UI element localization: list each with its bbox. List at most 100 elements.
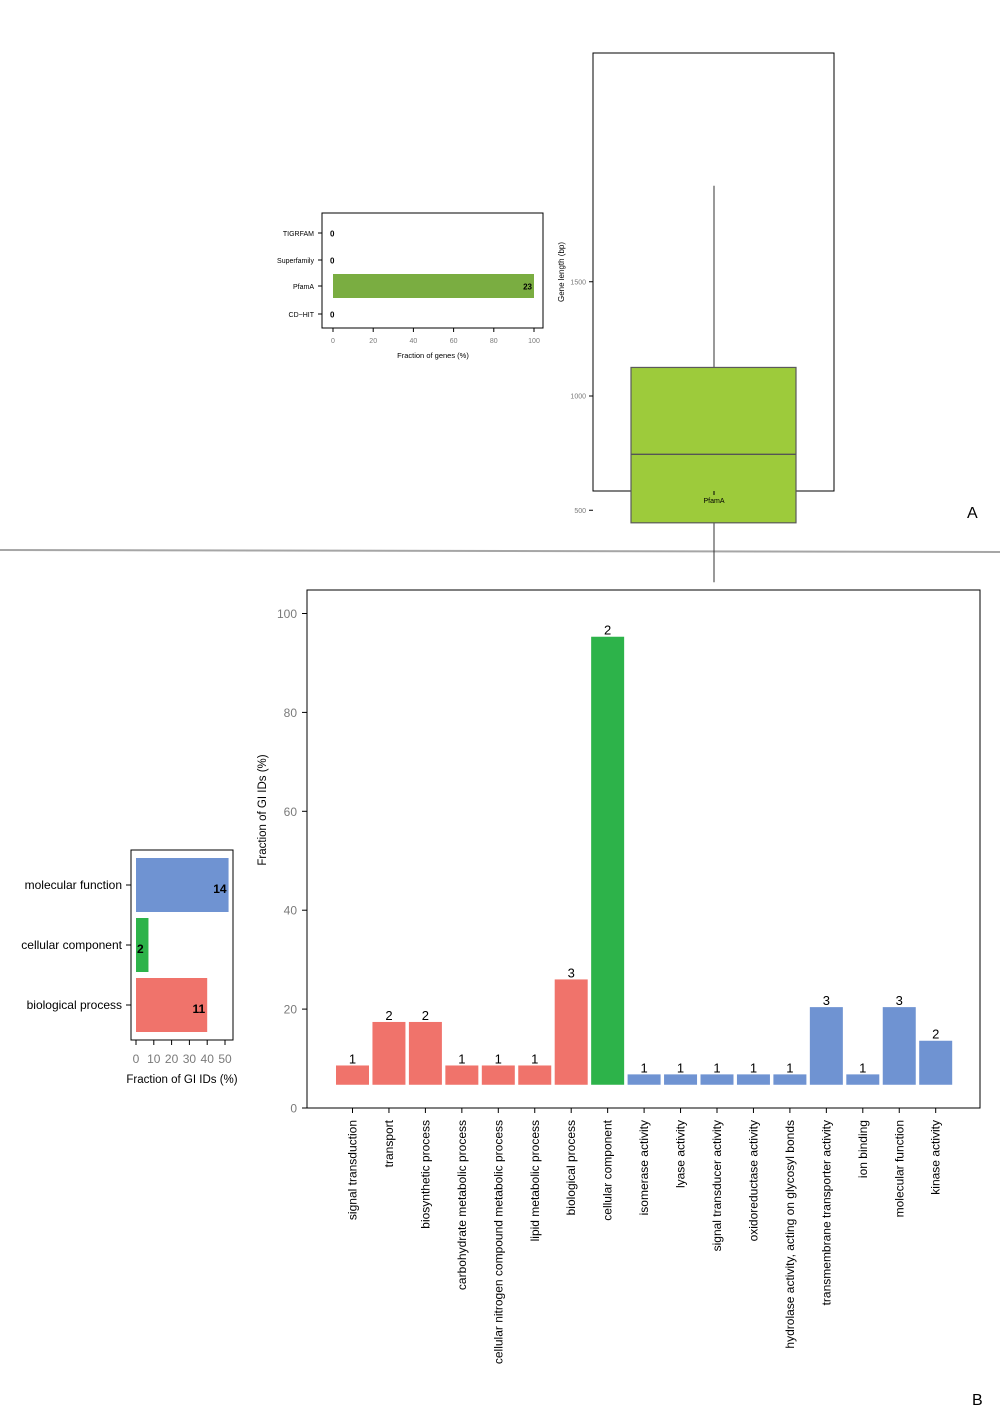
y-tick-label: 80: [284, 706, 298, 720]
data-label: 0: [330, 311, 335, 320]
data-label: 1: [495, 1051, 502, 1066]
chart-go-categories: 14 2 11 molecular function cellular compone…: [21, 849, 238, 1086]
panel-divider: [0, 549, 1000, 553]
x-tick-label: carbohydrate metabolic process: [455, 1120, 469, 1290]
chart-gene-length: 500 1000 1500 Gene length (bp) PfamA: [557, 52, 835, 583]
x-tick-label: isomerase activity: [637, 1120, 651, 1215]
x-tick-label: 80: [490, 338, 498, 345]
y-axis-label: Fraction of GI IDs (%): [257, 754, 269, 865]
data-label: 23: [523, 283, 532, 292]
data-label: 1: [531, 1051, 538, 1066]
x-tick-label: 60: [450, 338, 458, 345]
x-tick-label: hydrolase activity, acting on glycosyl b…: [783, 1120, 797, 1349]
x-tick-label: lyase activity: [674, 1120, 688, 1188]
bar: [627, 1074, 661, 1085]
x-tick-label: ion binding: [856, 1120, 870, 1178]
data-label: 3: [823, 993, 830, 1008]
plot-frame: [321, 212, 544, 329]
x-tick-label: cellular nitrogen compound metabolic pro…: [491, 1120, 505, 1364]
y-tick-label: CD−HIT: [289, 312, 315, 319]
data-label: 1: [786, 1060, 793, 1075]
data-label: 1: [458, 1051, 465, 1066]
bar: [919, 1040, 953, 1085]
y-tick-label: molecular function: [25, 878, 122, 892]
x-tick-label: signal transducer activity: [710, 1120, 724, 1251]
x-tick-label: biological process: [564, 1120, 578, 1215]
x-tick-label: oxidoreductase activity: [746, 1120, 760, 1241]
x-tick-label: 20: [165, 1052, 179, 1066]
data-label: 2: [932, 1027, 939, 1042]
y-tick-label: PfamA: [293, 284, 314, 291]
bar: [554, 979, 588, 1085]
x-tick-label: 30: [183, 1052, 197, 1066]
data-label: 0: [330, 230, 335, 239]
x-tick-label: biosynthetic process: [418, 1120, 432, 1229]
y-tick-label: 40: [284, 904, 298, 918]
y-axis-label: Gene length (bp): [557, 242, 566, 302]
x-tick-label: signal transduction: [346, 1120, 360, 1220]
x-tick-label: molecular function: [892, 1120, 906, 1217]
x-tick-label: cellular component: [601, 1119, 615, 1220]
y-tick-label: biological process: [27, 998, 122, 1012]
data-label: 1: [750, 1060, 757, 1075]
y-tick-label: TIGRFAM: [283, 231, 314, 238]
x-tick-label: transmembrane transporter activity: [819, 1120, 833, 1305]
x-axis-label: Fraction of genes (%): [397, 351, 469, 360]
data-label: 2: [604, 623, 611, 638]
data-label: 2: [422, 1008, 429, 1023]
bar: [136, 978, 208, 1032]
panel-label-a: A: [967, 505, 978, 522]
x-tick-label: PfamA: [703, 498, 724, 505]
bar: [882, 1007, 916, 1085]
x-tick-label: 20: [369, 338, 377, 345]
bar: [336, 1065, 369, 1085]
bar: [591, 636, 625, 1085]
bar: [445, 1065, 479, 1085]
bar: [518, 1065, 552, 1085]
y-tick-label: 1000: [570, 394, 586, 401]
bar: [372, 1021, 406, 1085]
data-label: 1: [349, 1051, 356, 1066]
bar: [700, 1074, 734, 1085]
chart-db-hits: 0 0 23 0 TIGRFAM Superfamily PfamA CD−HIT 0 20 4…: [277, 212, 544, 360]
panel-label-b: B: [972, 1392, 983, 1409]
x-tick-label: lipid metabolic process: [528, 1120, 542, 1241]
x-tick-label: 0: [133, 1052, 140, 1066]
x-tick-label: transport: [382, 1119, 396, 1167]
bar: [809, 1007, 843, 1085]
plot-frame: [306, 589, 981, 1109]
x-tick-label: kinase activity: [929, 1120, 943, 1195]
y-tick-label: 100: [277, 607, 297, 621]
x-tick-label: 0: [331, 338, 335, 345]
data-label: 1: [859, 1060, 866, 1075]
box: [630, 366, 797, 524]
bar: [136, 858, 229, 912]
bar: [846, 1074, 880, 1085]
y-tick-label: Superfamily: [277, 258, 314, 265]
bar: [136, 918, 149, 972]
bar: [664, 1074, 698, 1085]
data-label: 1: [677, 1060, 684, 1075]
data-label: 3: [896, 993, 903, 1008]
bar: [481, 1065, 515, 1085]
x-tick-label: 10: [147, 1052, 161, 1066]
x-tick-label: 50: [218, 1052, 232, 1066]
y-tick-label: 20: [284, 1003, 298, 1017]
y-tick-label: cellular component: [21, 938, 122, 952]
bar: [333, 274, 534, 298]
y-tick-label: 500: [574, 508, 586, 515]
y-tick-label: 0: [290, 1102, 297, 1116]
data-label: 1: [640, 1060, 647, 1075]
data-label: 0: [330, 257, 335, 266]
x-axis-label: Fraction of GI IDs (%): [126, 1074, 237, 1086]
chart-go-terms: 1 2 2 1 1 1 3 2 1 1 1 1 1 3 1 3 2 0 20 40 60 80 100 signal tr…: [257, 589, 981, 1364]
data-label: 11: [193, 1002, 206, 1016]
bar: [408, 1021, 442, 1085]
bar: [773, 1074, 807, 1085]
x-tick-label: 100: [528, 338, 540, 345]
data-label: 14: [213, 882, 227, 896]
data-label: 2: [137, 942, 144, 956]
data-label: 2: [385, 1008, 392, 1023]
x-tick-label: 40: [410, 338, 418, 345]
